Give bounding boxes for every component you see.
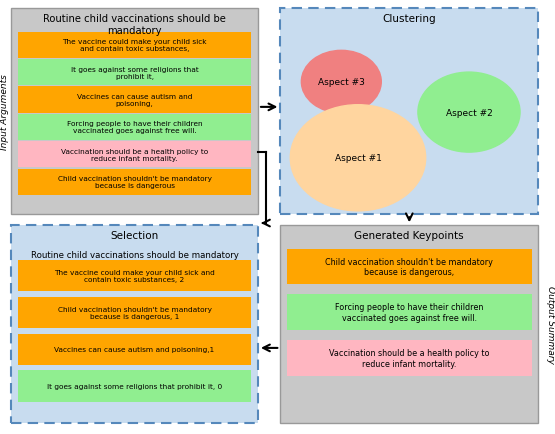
Text: Forcing people to have their children
vaccinated goes against free will.: Forcing people to have their children va… (335, 303, 483, 322)
FancyBboxPatch shape (287, 295, 532, 330)
FancyBboxPatch shape (18, 297, 251, 328)
Text: Output Summary: Output Summary (546, 286, 555, 363)
FancyBboxPatch shape (18, 142, 251, 168)
FancyBboxPatch shape (11, 9, 258, 215)
FancyBboxPatch shape (18, 169, 251, 195)
Text: Child vaccination shouldn't be mandatory
because is dangerous,: Child vaccination shouldn't be mandatory… (325, 257, 493, 276)
Text: Vaccines can cause autism and poisoning,1: Vaccines can cause autism and poisoning,… (54, 346, 215, 352)
FancyBboxPatch shape (11, 226, 258, 423)
Text: Routine child vaccinations should be
mandatory: Routine child vaccinations should be man… (43, 14, 226, 36)
FancyBboxPatch shape (280, 226, 538, 423)
FancyBboxPatch shape (18, 87, 251, 113)
Text: Child vaccination shouldn't be mandatory
because is dangerous: Child vaccination shouldn't be mandatory… (58, 176, 211, 189)
Text: Child vaccination shouldn't be mandatory
because is dangerous, 1: Child vaccination shouldn't be mandatory… (58, 306, 211, 319)
FancyBboxPatch shape (18, 260, 251, 291)
Text: The vaccine could make your child sick and
contain toxic substances, 2: The vaccine could make your child sick a… (54, 269, 215, 282)
Text: Generated Keypoints: Generated Keypoints (355, 231, 464, 241)
Text: Vaccines can cause autism and
poisoning,: Vaccines can cause autism and poisoning, (77, 94, 192, 107)
Text: Aspect #2: Aspect #2 (446, 108, 492, 117)
Text: Selection: Selection (110, 231, 159, 241)
FancyBboxPatch shape (18, 115, 251, 141)
FancyBboxPatch shape (18, 334, 251, 365)
Text: Routine child vaccinations should be mandatory: Routine child vaccinations should be man… (31, 251, 239, 260)
Text: The vaccine could make your child sick
and contain toxic substances,: The vaccine could make your child sick a… (62, 39, 207, 52)
FancyBboxPatch shape (287, 249, 532, 285)
Text: Forcing people to have their children
vaccinated goes against free will.: Forcing people to have their children va… (67, 121, 203, 134)
Text: Aspect #1: Aspect #1 (335, 154, 381, 163)
FancyBboxPatch shape (18, 33, 251, 59)
Circle shape (301, 51, 381, 114)
Text: Input Arguments: Input Arguments (0, 74, 9, 150)
FancyBboxPatch shape (287, 340, 532, 376)
Circle shape (418, 73, 520, 153)
Circle shape (290, 105, 426, 211)
Text: It goes against some religions that prohibit it, 0: It goes against some religions that proh… (47, 383, 222, 389)
Text: Vaccination should be a health policy to
reduce infant mortality.: Vaccination should be a health policy to… (61, 148, 208, 161)
Text: It goes against some religions that
prohibit it,: It goes against some religions that proh… (70, 66, 199, 79)
Text: Clustering: Clustering (382, 14, 436, 24)
FancyBboxPatch shape (18, 60, 251, 86)
FancyBboxPatch shape (18, 371, 251, 402)
Text: Aspect #3: Aspect #3 (318, 78, 365, 87)
Text: Vaccination should be a health policy to
reduce infant mortality.: Vaccination should be a health policy to… (329, 349, 490, 368)
FancyBboxPatch shape (280, 9, 538, 215)
